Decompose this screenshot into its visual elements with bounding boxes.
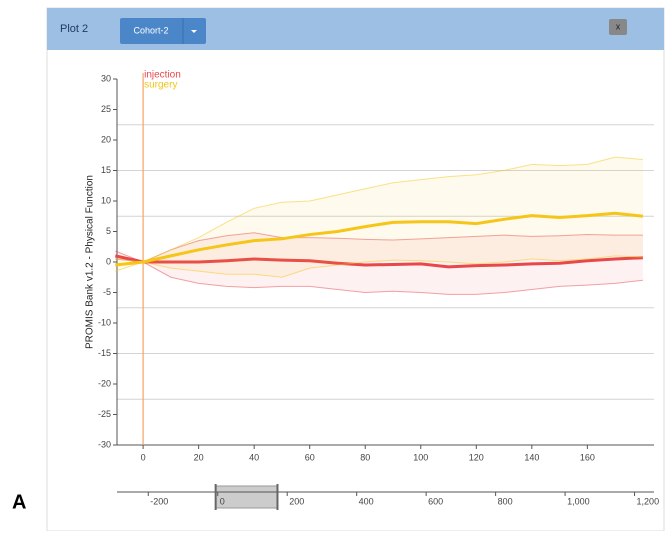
close-label[interactable]: x: [616, 21, 621, 31]
y-tick-label: -10: [98, 317, 111, 327]
figure-label: A: [12, 491, 26, 513]
navigator-tick-label: 1,000: [567, 496, 590, 506]
y-tick-label: 0: [106, 256, 111, 266]
y-tick-label: 10: [101, 195, 111, 205]
y-tick-label: -5: [103, 287, 111, 297]
navigator-tick-label: -200: [150, 496, 168, 506]
y-tick-label: 5: [106, 226, 111, 236]
navigator-tick-label: 1,200: [637, 496, 660, 506]
x-tick-label: 80: [360, 452, 370, 462]
legend-label: injection: [144, 70, 181, 81]
dropdown-label[interactable]: Cohort-2: [133, 25, 168, 35]
y-tick-label: -15: [98, 348, 111, 358]
navigator-tick-label: 800: [498, 496, 513, 506]
y-tick-label: 30: [101, 73, 111, 83]
dropdown-caret[interactable]: [191, 30, 197, 33]
x-tick-label: 120: [469, 452, 484, 462]
navigator-tick-label: 0: [220, 496, 225, 506]
legend-label: surgery: [144, 80, 177, 91]
x-tick-label: 40: [249, 452, 259, 462]
band-edge: [115, 232, 643, 263]
y-tick-label: -20: [98, 378, 111, 388]
y-tick-label: -30: [98, 439, 111, 449]
x-tick-label: 20: [194, 452, 204, 462]
band-edge: [115, 255, 643, 278]
navigator-tick-label: 200: [289, 496, 304, 506]
band-edge: [115, 258, 643, 295]
band-edge: [115, 156, 643, 263]
x-tick-label: 100: [413, 452, 428, 462]
panel: [46, 7, 665, 532]
y-tick-label: 25: [101, 104, 111, 114]
x-tick-label: 0: [141, 452, 146, 462]
navigator-selection: [215, 485, 278, 509]
mean-line: [115, 211, 644, 267]
navigator-tick-label: 400: [359, 496, 374, 506]
navigator-tick-label: 600: [428, 496, 443, 506]
y-tick-label: 15: [101, 165, 111, 175]
x-tick-label: 60: [305, 452, 315, 462]
close-button[interactable]: [609, 19, 627, 35]
y-tick-label: -25: [98, 409, 111, 419]
y-axis-label: PROMIS Bank v1.2 - Physical Function: [85, 175, 96, 349]
panel-title: Plot 2: [60, 23, 88, 35]
band: [115, 157, 643, 278]
x-tick-label: 160: [580, 452, 595, 462]
cohort-dropdown[interactable]: [120, 18, 206, 44]
y-tick-label: 20: [101, 134, 111, 144]
mean-line: [115, 254, 643, 269]
x-tick-label: 140: [524, 452, 539, 462]
